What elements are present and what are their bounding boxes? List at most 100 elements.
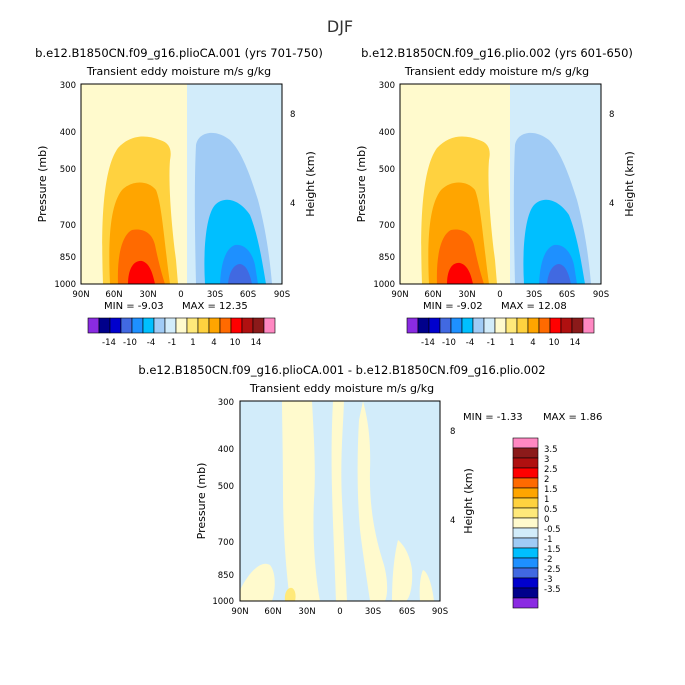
panel-2-ytick-300: 300 <box>379 81 395 91</box>
colorbar-swatch <box>461 317 474 334</box>
panel-1-ytick-700: 700 <box>60 221 76 231</box>
panel-3-ytick-1000: 1000 <box>212 597 234 607</box>
panel-3-cbar-label: 1.5 <box>544 485 558 495</box>
colorbar-swatch <box>512 567 539 579</box>
panel-1-ytick-300: 300 <box>60 81 76 91</box>
panel-3-cbar-label: 2 <box>544 475 549 485</box>
panel-2-y-ticks: 300 400 500 700 850 1000 <box>373 81 395 290</box>
panel-2-frame <box>399 83 602 285</box>
panel-3-cbar-label: 2.5 <box>544 465 558 475</box>
panel-2-cbar-label: 14 <box>570 338 581 348</box>
panel-3-xtick: 60N <box>264 607 281 617</box>
panel-2-ylabel-right: Height (km) <box>623 151 636 217</box>
colorbar-swatch <box>439 317 452 334</box>
colorbar-swatch <box>252 317 265 334</box>
panel-1-right-ticks: 8 4 <box>290 110 295 209</box>
colorbar-swatch <box>512 577 539 589</box>
colorbar-swatch <box>87 317 100 334</box>
panel-1-colorbar-labels: -14 -10 -4 -1 1 4 10 14 <box>102 338 261 348</box>
panel-1-max-label: MAX = 12.35 <box>182 301 248 312</box>
panel-2-xtick: 60N <box>424 290 441 300</box>
panel-3-contour-pos-g <box>284 587 296 601</box>
panel-1-min-label: MIN = -9.03 <box>104 301 164 312</box>
colorbar-swatch <box>538 317 551 334</box>
panel-2-cbar-label: -4 <box>466 338 474 348</box>
colorbar-swatch <box>208 317 221 334</box>
panel-1-y-ticks: 300 400 500 700 850 1000 <box>54 81 76 290</box>
panel-3-subtitle: Transient eddy moisture m/s g/kg <box>249 382 434 395</box>
panel-3-ylabel-right: Height (km) <box>462 468 475 534</box>
panel-3-cbar-label: -2.5 <box>544 565 561 575</box>
colorbar-swatch <box>512 557 539 569</box>
panel-2-height-tick-4: 4 <box>609 199 614 209</box>
panel-1-ytick-500: 500 <box>60 165 76 175</box>
colorbar-swatch <box>512 437 539 449</box>
panel-2-contour-pos-3 <box>436 229 484 284</box>
panel-3-min-label: MIN = -1.33 <box>463 412 523 423</box>
colorbar-swatch <box>472 317 485 334</box>
panel-1-cbar-label: 14 <box>251 338 262 348</box>
colorbar-swatch <box>164 317 177 334</box>
colorbar-swatch <box>197 317 210 334</box>
colorbar-swatch <box>483 317 496 334</box>
colorbar-swatch <box>505 317 518 334</box>
panel-3-plot-area <box>239 400 441 602</box>
panel-3-frame <box>239 400 441 602</box>
panel-3-y-ticks: 300 400 500 700 850 1000 <box>212 398 234 607</box>
panel-2-ytick-1000: 1000 <box>373 280 395 290</box>
colorbar-swatch <box>571 317 584 334</box>
panel-1-ytick-400: 400 <box>60 128 76 138</box>
colorbar-swatch <box>527 317 540 334</box>
colorbar-swatch <box>417 317 430 334</box>
panel-3-contour-pos-e <box>240 563 275 601</box>
panel-3-contour-pos-c <box>357 401 388 601</box>
colorbar-swatch <box>186 317 199 334</box>
panel-2-cbar-label: -1 <box>487 338 495 348</box>
colorbar-swatch <box>406 317 419 334</box>
colorbar-swatch <box>512 477 539 489</box>
panel-3-cbar-label: 0.5 <box>544 505 558 515</box>
colorbar-swatch <box>512 457 539 469</box>
colorbar-swatch <box>512 597 539 609</box>
panel-1-cbar-label: 1 <box>190 338 195 348</box>
panel-2-cbar-label: -14 <box>421 338 435 348</box>
colorbar-swatch <box>142 317 155 334</box>
panel-1-cbar-label: -1 <box>168 338 176 348</box>
panel-3-height-tick-4: 4 <box>450 516 455 526</box>
panel-2-plot-area <box>399 83 602 285</box>
panel-3-xtick: 90N <box>231 607 248 617</box>
panel-3-cbar-label: -0.5 <box>544 525 561 535</box>
panel-1-cbar-label: -14 <box>102 338 116 348</box>
panel-1-xtick: 30S <box>207 290 223 300</box>
panel-3-colorbar-labels: 3.5 3 2.5 2 1.5 1 0.5 0 -0.5 -1 -1.5 -2 … <box>544 445 561 595</box>
panel-1-ylabel-right: Height (km) <box>304 151 317 217</box>
panel-3-contour-pos-b <box>331 401 347 601</box>
panel-3-ytick-500: 500 <box>218 482 234 492</box>
colorbar-swatch <box>153 317 166 334</box>
panel-1-contour-pos-3 <box>117 229 165 284</box>
panel-2-cbar-label: -10 <box>442 338 456 348</box>
panel-2-right-ticks: 8 4 <box>609 110 614 209</box>
colorbar-swatch <box>450 317 463 334</box>
panel-3-ytick-700: 700 <box>218 538 234 548</box>
colorbar-swatch <box>512 487 539 499</box>
colorbar-swatch <box>230 317 243 334</box>
colorbar-swatch <box>560 317 573 334</box>
colorbar-swatch <box>512 517 539 529</box>
panel-2-ytick-850: 850 <box>379 253 395 263</box>
panel-2-colorbar-labels: -14 -10 -4 -1 1 4 10 14 <box>421 338 580 348</box>
panel-2-xtick: 90N <box>391 290 408 300</box>
panel-1-cbar-label: -10 <box>123 338 137 348</box>
panel-1-contour-neg-4 <box>228 264 252 284</box>
panel-1-frame <box>80 83 283 285</box>
panel-1-cbar-label: 4 <box>211 338 216 348</box>
panel-2-ytick-700: 700 <box>379 221 395 231</box>
panel-2-x-ticks: 90N 60N 30N 0 30S 60S 90S <box>391 290 609 300</box>
panel-2-xtick: 30S <box>526 290 542 300</box>
panel-3-contour-pos-d <box>392 540 413 601</box>
colorbar-swatch <box>512 447 539 459</box>
panel-1-subtitle: Transient eddy moisture m/s g/kg <box>86 65 271 78</box>
panel-2-ytick-400: 400 <box>379 128 395 138</box>
panel-3-colorbar <box>512 437 539 609</box>
